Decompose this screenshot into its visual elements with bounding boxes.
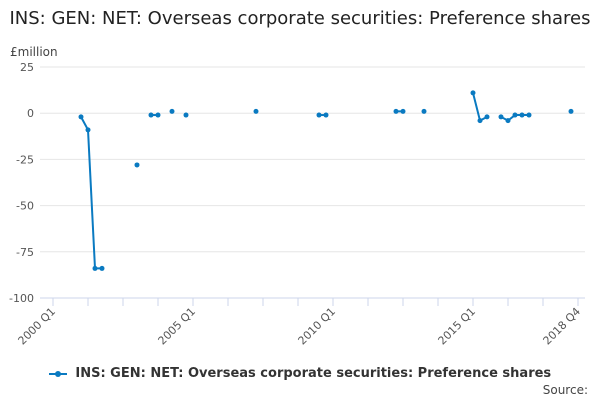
data-point bbox=[183, 112, 189, 118]
legend-label: INS: GEN: NET: Overseas corporate securi… bbox=[75, 366, 552, 381]
data-point bbox=[519, 112, 525, 118]
data-point bbox=[470, 90, 476, 96]
x-tick-label: 2005 Q1 bbox=[156, 305, 199, 348]
y-tick-label: 0 bbox=[27, 107, 34, 120]
data-point bbox=[92, 265, 98, 271]
data-point bbox=[505, 118, 511, 124]
x-tick-label: 2010 Q1 bbox=[296, 305, 339, 348]
data-point bbox=[134, 162, 140, 168]
y-tick-label: 25 bbox=[20, 61, 34, 74]
chart-title: INS: GEN: NET: Overseas corporate securi… bbox=[9, 8, 591, 29]
data-point bbox=[512, 112, 518, 118]
source-label: Source: bbox=[542, 383, 588, 397]
data-point bbox=[400, 108, 406, 114]
data-point bbox=[155, 112, 161, 118]
data-point bbox=[323, 112, 329, 118]
y-tick-label: -25 bbox=[16, 153, 34, 166]
data-point bbox=[498, 114, 504, 120]
data-point bbox=[78, 114, 84, 120]
data-point bbox=[421, 108, 427, 114]
data-point bbox=[568, 108, 574, 114]
y-axis-unit: £million bbox=[10, 45, 58, 59]
data-point bbox=[477, 118, 483, 124]
x-tick-label: 2018 Q4 bbox=[541, 305, 584, 348]
data-point bbox=[85, 127, 91, 133]
y-tick-label: -50 bbox=[16, 200, 34, 213]
data-point bbox=[526, 112, 532, 118]
x-tick-label: 2015 Q1 bbox=[436, 305, 479, 348]
data-point bbox=[99, 265, 105, 271]
data-point bbox=[253, 108, 259, 114]
x-tick-label: 2000 Q1 bbox=[16, 305, 59, 348]
data-point bbox=[484, 114, 490, 120]
data-point bbox=[169, 108, 175, 114]
data-point bbox=[393, 108, 399, 114]
legend-line-marker-icon bbox=[48, 370, 67, 377]
y-tick-label: -100 bbox=[9, 292, 34, 305]
data-point bbox=[316, 112, 322, 118]
series-line bbox=[80, 116, 102, 270]
legend[interactable]: INS: GEN: NET: Overseas corporate securi… bbox=[0, 366, 600, 381]
data-point bbox=[148, 112, 154, 118]
y-tick-label: -75 bbox=[16, 246, 34, 259]
